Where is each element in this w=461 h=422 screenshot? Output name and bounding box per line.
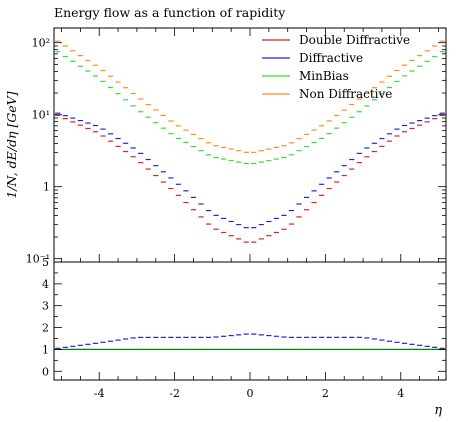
ratio-plot-frame <box>53 261 447 381</box>
legend-label-non-diffractive: Non Diffractive <box>299 87 392 101</box>
y-tick-label: 10² <box>32 37 50 50</box>
series-non-diffractive <box>55 40 445 153</box>
x-tick-label: 4 <box>397 387 404 400</box>
y-tick-label: 1 <box>43 181 50 194</box>
series-minbias <box>55 51 445 165</box>
ratio-y-tick-label: 3 <box>42 300 49 313</box>
x-tick-label: -4 <box>94 387 105 400</box>
main-plot-area <box>55 40 445 243</box>
main-plot-frame <box>53 27 447 263</box>
legend-label-minbias: MinBias <box>299 69 349 83</box>
y-tick-label: 10¹ <box>32 109 50 122</box>
legend: Double Diffractive Diffractive MinBias N… <box>262 33 410 101</box>
x-tick-label: 0 <box>247 387 254 400</box>
ratio-y-tick-label: 2 <box>42 322 49 335</box>
x-tick-label: 2 <box>322 387 329 400</box>
series-diffractive <box>55 112 445 229</box>
chart-title: Energy flow as a function of rapidity <box>54 5 286 20</box>
main-y-ticks: 10⁻¹ 1 10¹ 10² <box>26 37 446 266</box>
x-axis-label: η <box>434 403 442 418</box>
ratio-y-tick-label: 1 <box>42 343 49 356</box>
legend-label-double-diffractive: Double Diffractive <box>299 33 410 47</box>
ratio-y-tick-label: 4 <box>42 278 49 291</box>
legend-label-diffractive: Diffractive <box>299 51 363 65</box>
ratio-plot-area <box>54 333 446 351</box>
ratio-y-tick-label: 0 <box>42 365 49 378</box>
ratio-series-0 <box>55 333 445 349</box>
ratio-y-ticks: 0 1 2 3 4 5 <box>42 256 446 378</box>
ratio-y-tick-label: 5 <box>42 256 49 269</box>
x-tick-label: -2 <box>169 387 180 400</box>
y-tick-label: 10⁻¹ <box>26 253 50 266</box>
y-axis-label: 1/N, dE/dη [GeV] <box>4 91 19 198</box>
x-ticks: -4 -2 0 2 4 <box>61 28 439 400</box>
series-double-diffractive <box>55 114 445 243</box>
